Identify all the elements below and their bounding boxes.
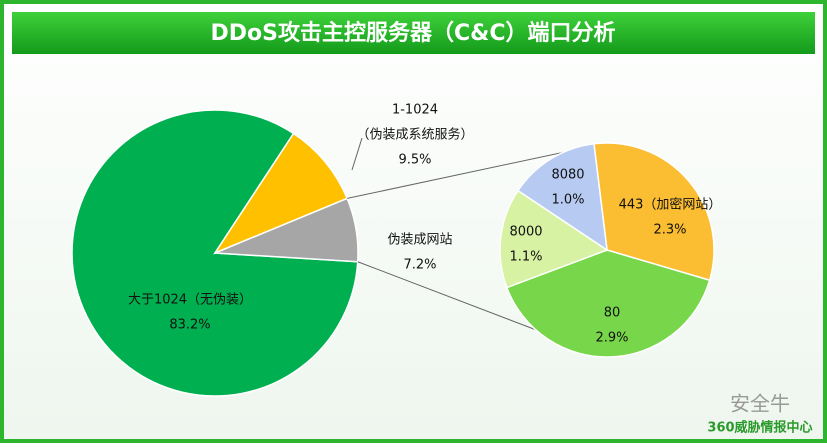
plot: 大于1024（无伪装） 83.2% 1-1024 （伪装成系统服务） 9.5% 伪装成网站… <box>71 103 722 397</box>
pie-slice <box>213 132 349 255</box>
pie-slice <box>516 142 608 252</box>
pie-slice <box>499 189 609 289</box>
value-label: 2.3% <box>653 223 686 238</box>
watermark: 360威胁情报中心 <box>707 420 812 436</box>
slice-label: 1-1024 <box>392 103 438 118</box>
value-label: 9.5% <box>398 153 431 168</box>
slice-label: 8080 <box>551 168 584 183</box>
value-label: 1.1% <box>509 250 542 265</box>
slice-label: 443（加密网站） <box>619 197 722 213</box>
title-banner <box>12 12 815 54</box>
slice-label: 80 <box>604 306 621 321</box>
slice-label: 大于1024（无伪装） <box>128 293 252 308</box>
pie-slice <box>593 142 715 282</box>
watermark: 安全牛 <box>730 392 790 416</box>
value-label: 83.2% <box>169 318 210 333</box>
value-label: 7.2% <box>403 258 436 273</box>
value-label: 1.0% <box>551 193 584 208</box>
pie-slice <box>505 249 711 358</box>
slice-label: 伪装成网站 <box>387 233 452 248</box>
value-label: 2.9% <box>595 331 628 346</box>
slice-label: 8000 <box>509 225 542 240</box>
leader <box>351 137 363 171</box>
slice-label: （伪装成系统服务） <box>356 127 473 143</box>
chart-title: DDoS攻击主控服务器（C&C）端口分析 <box>211 20 616 46</box>
